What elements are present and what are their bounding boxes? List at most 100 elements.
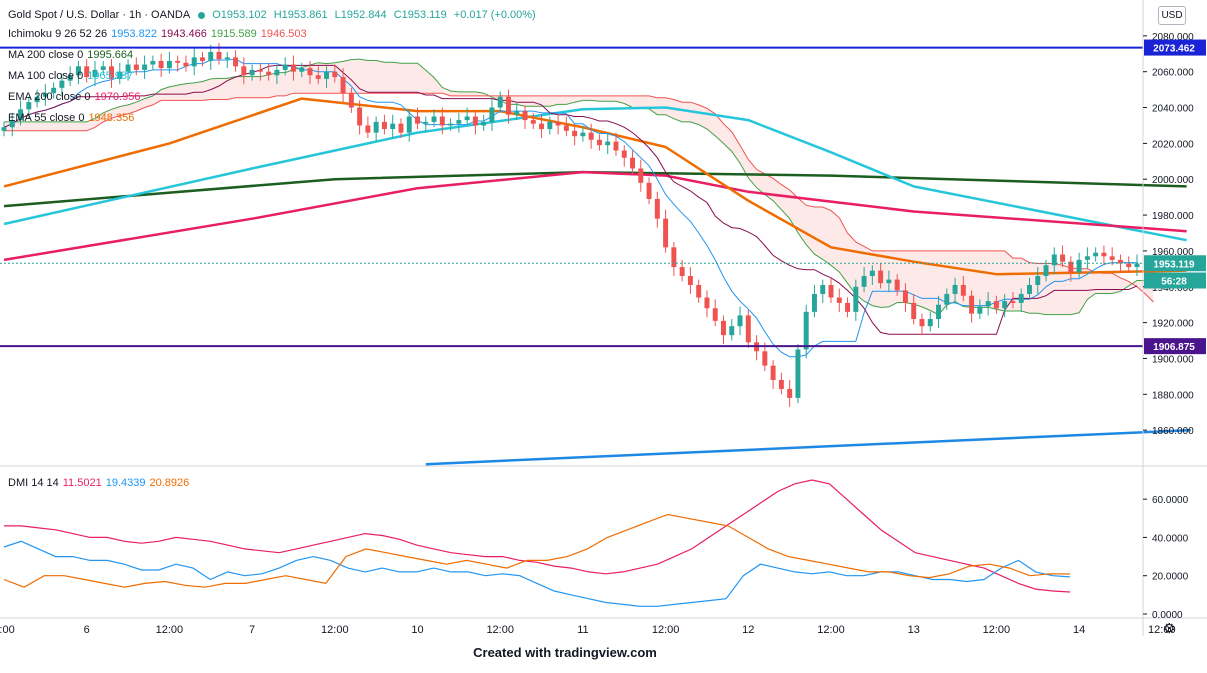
- series-line-ema-200: [3, 170, 1187, 262]
- ohlc-low: L1952.844: [334, 9, 387, 21]
- gear-icon[interactable]: ⚙: [1163, 620, 1176, 636]
- legend-row[interactable]: EMA 200 close 0 1970.956: [8, 90, 144, 104]
- candle-body: [803, 311, 809, 350]
- symbol-title[interactable]: Gold Spot / U.S. Dollar · 1h · OANDA: [8, 9, 191, 21]
- dmi-minus-line: [3, 513, 1071, 588]
- time-tick-label: 6: [84, 624, 90, 636]
- dmi-tick-label: 0.0000: [1152, 610, 1183, 621]
- trendline: [425, 428, 1191, 466]
- price-label-text: 1953.119: [1153, 259, 1195, 270]
- candle-body: [663, 218, 669, 248]
- candle-body: [100, 66, 106, 70]
- candle-body: [381, 121, 387, 130]
- candle-body: [795, 349, 801, 398]
- legend-name: EMA 200 close 0: [8, 91, 91, 103]
- price-label-text: 1906.875: [1153, 342, 1195, 353]
- series-line-ma-200: [3, 170, 1187, 208]
- legend-value: 1948.356: [88, 112, 135, 124]
- series-line-ma-100: [3, 106, 1187, 242]
- series-line-ema-55: [3, 97, 1187, 276]
- currency-label[interactable]: USD: [1158, 6, 1186, 25]
- horizontal-lines: [0, 46, 1191, 466]
- candle-body: [878, 270, 884, 284]
- time-tick-label: 14: [1073, 624, 1085, 636]
- candle-body: [580, 132, 586, 137]
- time-tick-label: 11: [577, 624, 588, 636]
- legend-value: 1915.589: [210, 28, 257, 40]
- indicator-lines: [3, 58, 1187, 358]
- candle-body: [1010, 301, 1016, 303]
- candle-body: [125, 64, 131, 72]
- dmi-tick-label: 20.0000: [1152, 572, 1189, 583]
- candle-body: [456, 120, 462, 124]
- candle-body: [936, 304, 941, 320]
- dmi-pane: [3, 479, 1071, 607]
- market-status-icon: [198, 11, 206, 19]
- candle-body: [869, 270, 875, 277]
- candle-body: [1, 127, 7, 131]
- candle-body: [1076, 259, 1082, 273]
- candle-body: [274, 69, 280, 76]
- candle-body: [605, 141, 611, 146]
- kijun-line: [3, 64, 1138, 335]
- candle-body: [299, 68, 305, 72]
- candle-body: [696, 284, 702, 298]
- candle-body: [960, 284, 966, 296]
- candle-body: [390, 123, 396, 130]
- legend-row[interactable]: Ichimoku 9 26 52 26 1953.822 1943.466 1915.…: [8, 27, 311, 41]
- candle-body: [836, 297, 842, 303]
- dmi-tick-label: 40.0000: [1152, 533, 1189, 544]
- candle-body: [687, 276, 693, 285]
- candle-body: [985, 301, 991, 307]
- candle-body: [448, 123, 454, 126]
- legend-row[interactable]: EMA 55 close 0 1948.356: [8, 111, 138, 125]
- candle-body: [208, 51, 214, 61]
- candle-body: [497, 96, 503, 108]
- candle-body: [406, 116, 412, 133]
- candle-body: [158, 60, 164, 69]
- price-tick-label: 2080.000: [1152, 32, 1194, 43]
- candle-body: [993, 301, 999, 309]
- dmi-legend-value: 11.5021: [62, 477, 102, 489]
- candle-body: [721, 320, 726, 336]
- candle-body: [315, 75, 321, 79]
- footer-credit: Created with tradingview.com: [473, 645, 657, 660]
- axes: 2080.000 2060.000 2040.000 2020.000 2000.000…: [0, 0, 1207, 636]
- legend-value: 1953.822: [111, 28, 157, 40]
- candle-body: [1068, 261, 1074, 273]
- candle-body: [944, 293, 950, 305]
- candle-body: [489, 107, 495, 122]
- dmi-legend: DMI 14 14 11.5021 19.4339 20.8926: [8, 476, 193, 490]
- candle-body: [18, 109, 24, 121]
- time-tick-label: 12:00: [321, 624, 349, 636]
- time-tick-label: 12:00: [652, 624, 680, 636]
- candle-body: [778, 379, 784, 389]
- candle-body: [324, 71, 330, 79]
- candle-body: [282, 64, 288, 70]
- candle-body: [1051, 254, 1057, 266]
- legend-name: Ichimoku 9 26 52 26: [8, 28, 108, 40]
- candle-body: [1084, 256, 1090, 260]
- legend-row[interactable]: MA 100 close 0 1965.987: [8, 69, 137, 83]
- candle-body: [34, 96, 40, 103]
- time-tick-label: 7: [249, 624, 255, 636]
- ohlc-high: H1953.861: [273, 9, 328, 21]
- candle-body: [621, 150, 627, 158]
- candle-body: [175, 60, 181, 63]
- candle-body: [861, 276, 867, 287]
- candle-body: [439, 116, 445, 126]
- candle-body: [596, 139, 602, 146]
- candle-body: [200, 57, 205, 61]
- candle-body: [9, 120, 15, 128]
- time-tick-label: 12:00: [1148, 624, 1176, 636]
- ichimoku-cloud: [4, 58, 1154, 316]
- candle-body: [1101, 252, 1107, 257]
- candle-body: [729, 326, 735, 336]
- candle-body: [307, 68, 313, 76]
- candle-body: [1126, 263, 1132, 268]
- legend-row[interactable]: MA 200 close 0 1995.664: [8, 48, 137, 62]
- candle-body: [1134, 263, 1140, 268]
- candle-body: [977, 306, 983, 314]
- candle-body: [845, 302, 851, 312]
